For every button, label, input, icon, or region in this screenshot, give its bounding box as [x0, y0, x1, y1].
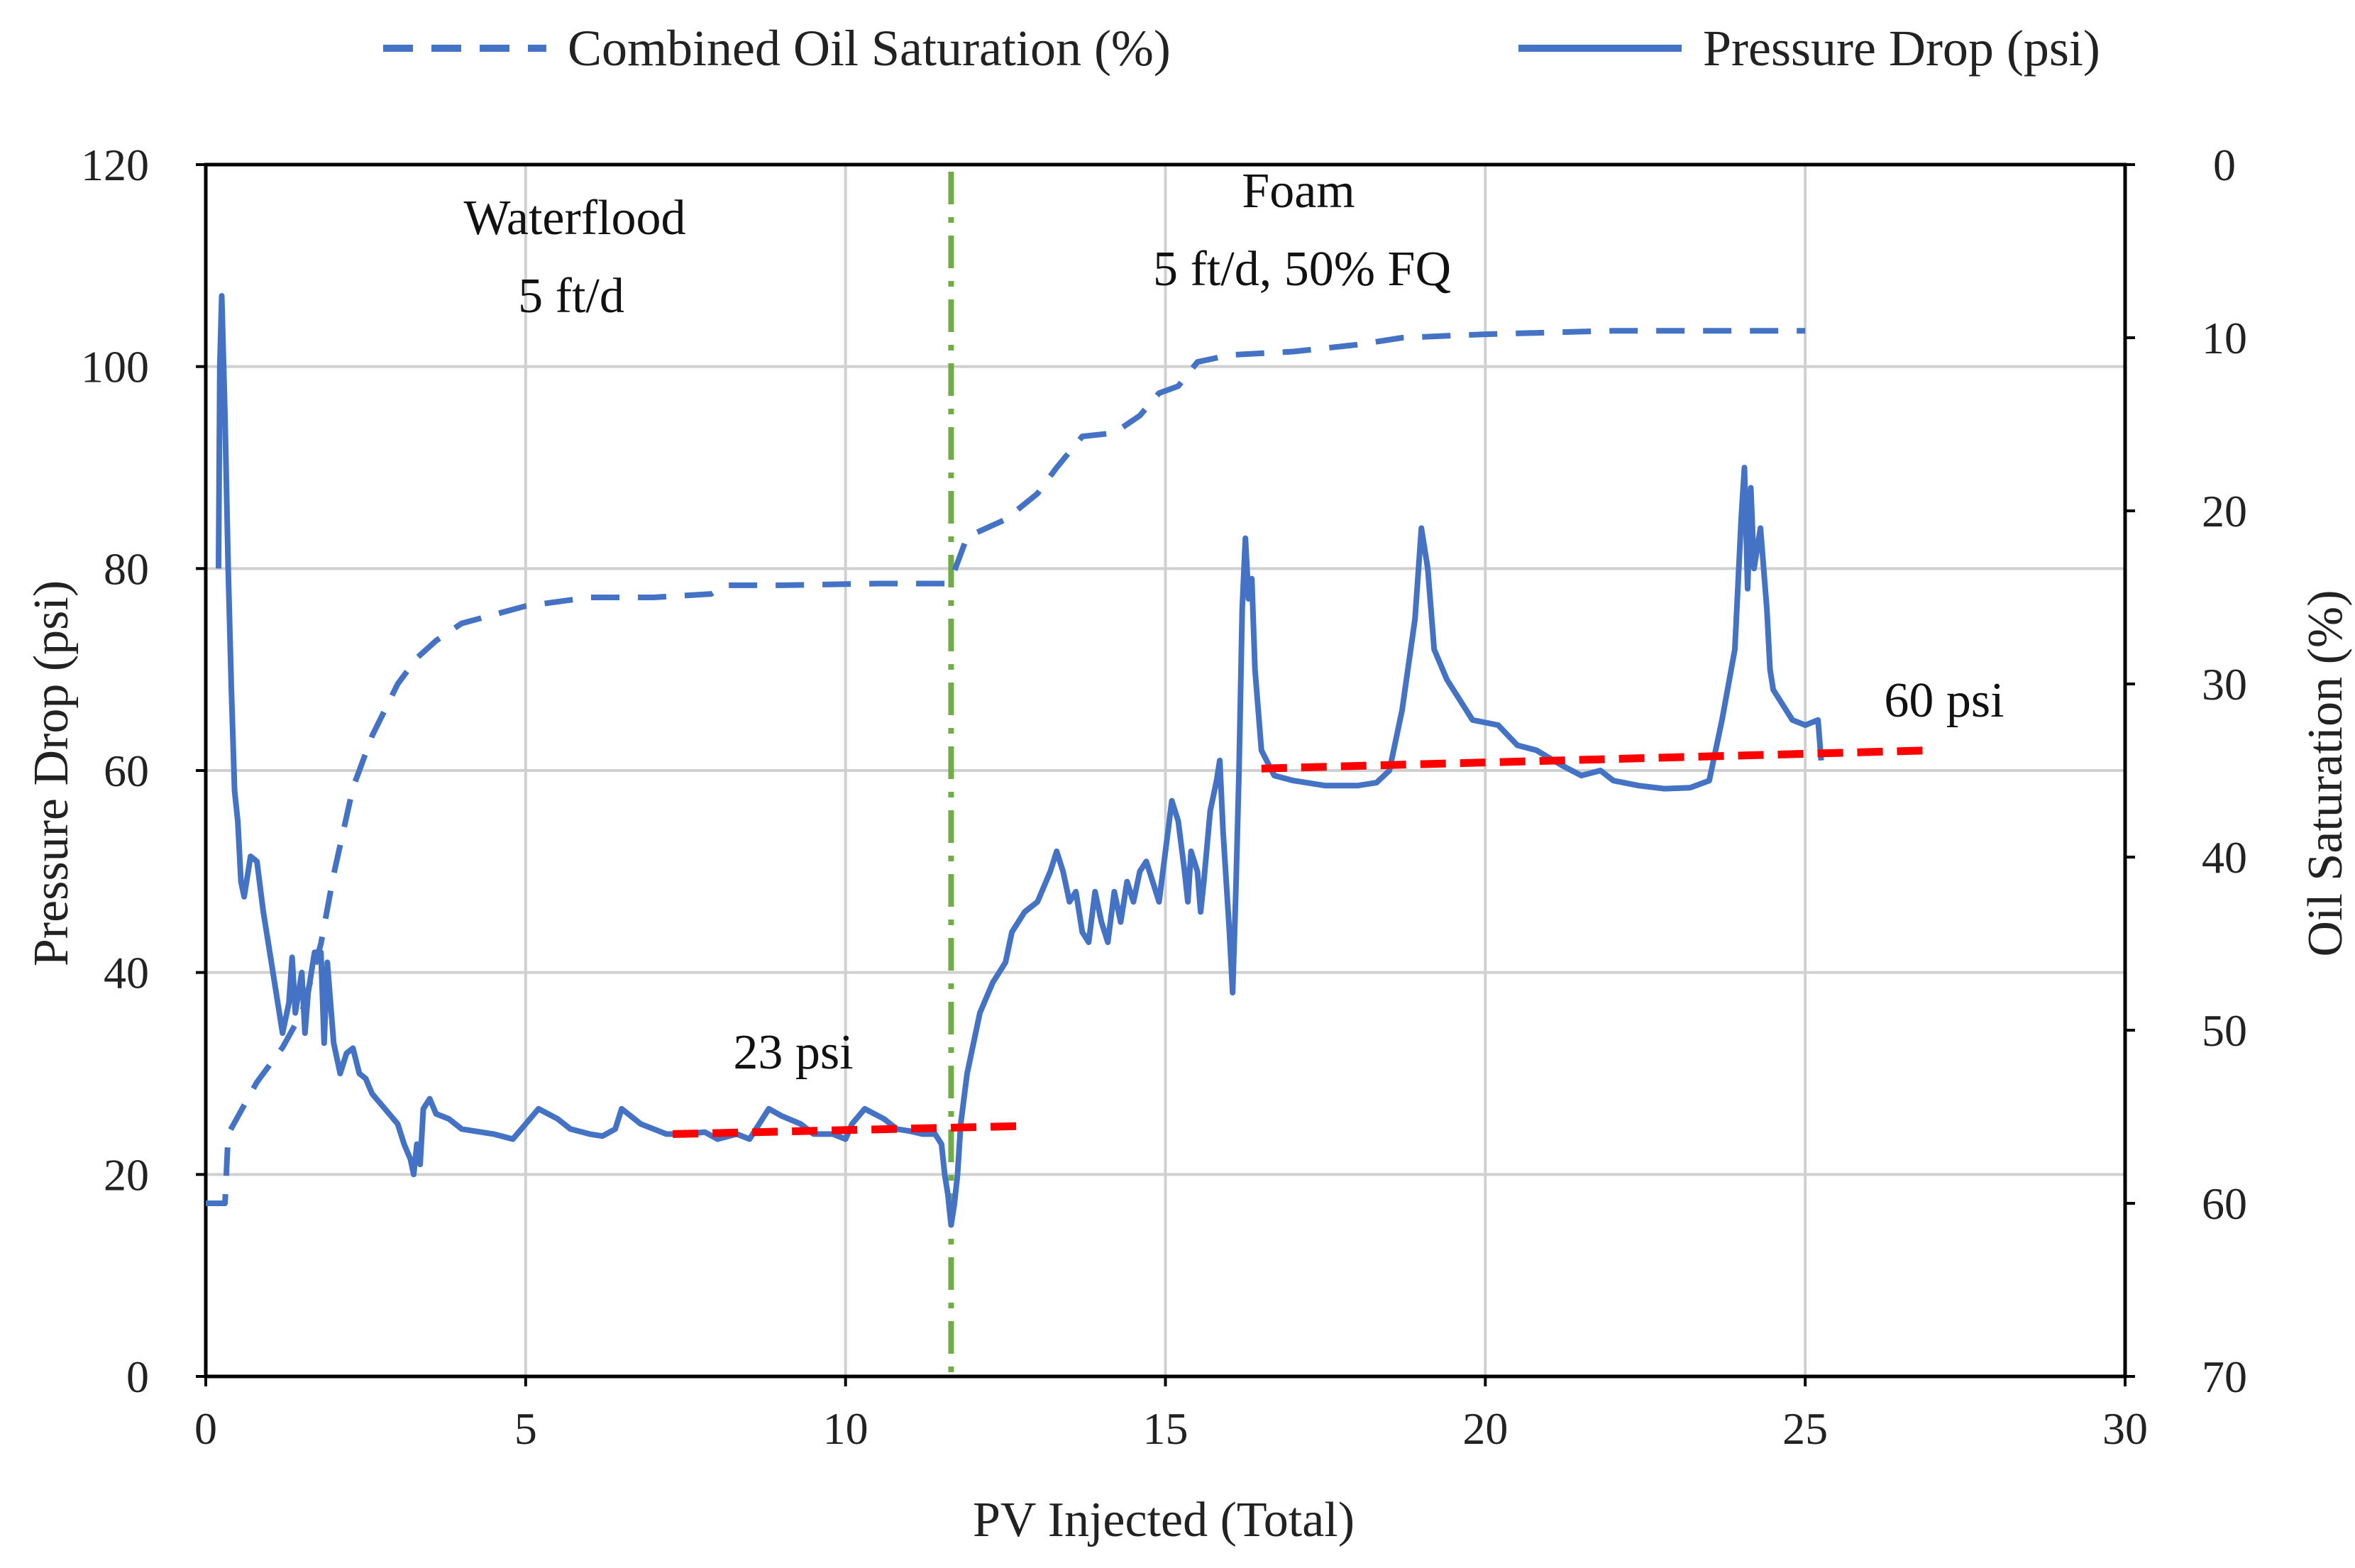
x-tick-label: 5 [514, 1403, 537, 1454]
y-axis-right-title: Oil Saturation (%) [2298, 590, 2353, 956]
x-axis-ticks: 0 5 10 15 20 25 30 [194, 1376, 2148, 1454]
y-tick-label: 120 [81, 140, 149, 190]
annotation-60-psi: 60 psi [1884, 673, 2004, 728]
y2-tick-label: 20 [2202, 486, 2247, 536]
annotation-waterflood-label: Waterflood [463, 191, 685, 245]
x-tick-label: 30 [2102, 1403, 2148, 1454]
x-tick-label: 15 [1143, 1403, 1188, 1454]
series-line-waterflood-baseline [673, 1122, 1025, 1138]
gridlines [206, 165, 2125, 1376]
y2-tick-label: 0 [2213, 140, 2236, 190]
y2-tick-label: 30 [2202, 659, 2247, 710]
y-tick-label: 0 [126, 1352, 149, 1402]
y2-tick-label: 10 [2202, 313, 2247, 363]
y-tick-label: 20 [104, 1149, 149, 1200]
x-axis-title: PV Injected (Total) [973, 1493, 1355, 1547]
y-tick-label: 80 [104, 543, 149, 594]
series-line-foam-baseline [1261, 746, 1934, 773]
series-group [206, 172, 1934, 1376]
annotation-foam-label: Foam [1242, 164, 1355, 219]
annotation-23-psi: 23 psi [733, 1025, 853, 1080]
y2-tick-label: 70 [2202, 1352, 2247, 1402]
y2-tick-label: 50 [2202, 1005, 2247, 1056]
y-axis-left-title: Pressure Drop (psi) [24, 580, 79, 966]
y-tick-label: 60 [104, 746, 149, 796]
legend-label-oil-saturation: Combined Oil Saturation (%) [568, 20, 1171, 77]
series-line-combined-oil-saturation [206, 328, 1806, 1206]
legend-label-pressure-drop: Pressure Drop (psi) [1703, 20, 2100, 77]
series-line-pressure-drop-psi [216, 293, 1824, 1228]
x-tick-label: 25 [1782, 1403, 1828, 1454]
y-tick-label: 100 [81, 342, 149, 392]
y-tick-label: 40 [104, 948, 149, 998]
x-tick-label: 0 [194, 1403, 217, 1454]
y2-tick-label: 40 [2202, 832, 2247, 883]
y-axis-left-ticks: 0 20 40 60 80 100 120 [81, 140, 206, 1402]
legend: Combined Oil Saturation (%) Pressure Dro… [383, 20, 2100, 77]
annotation-foam-conditions: 5 ft/d, 50% FQ [1153, 242, 1451, 297]
x-tick-label: 10 [823, 1403, 868, 1454]
annotation-waterflood-rate: 5 ft/d [518, 269, 624, 324]
x-tick-label: 20 [1462, 1403, 1508, 1454]
y-axis-right-ticks: 0 10 20 30 40 50 60 70 [2125, 140, 2247, 1402]
y2-tick-label: 60 [2202, 1178, 2247, 1229]
